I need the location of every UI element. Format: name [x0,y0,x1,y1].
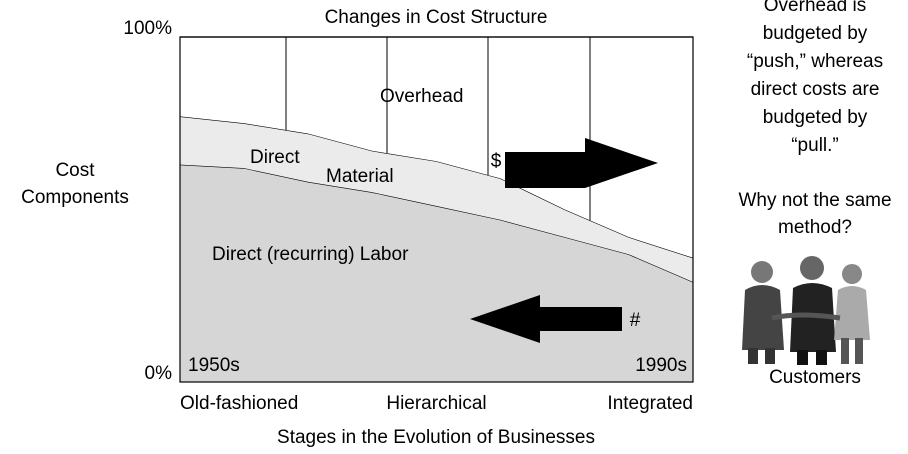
note-line: budgeted by [763,107,868,128]
x-axis-label: Stages in the Evolution of Businesses [277,427,595,448]
y-axis-label: Cost [55,160,95,181]
x-tick-label: Integrated [607,393,693,414]
note-line: “push,” whereas [747,51,883,72]
y-tick-label: 0% [145,363,173,384]
push-symbol: $ [491,151,502,172]
note-question: method? [778,217,852,238]
overlay: $ # 1950s 1990s [188,138,687,376]
y-tick-label: 100% [123,18,172,39]
customers-image [742,256,870,365]
note-line: Overhead is [764,0,866,16]
note-line: “pull.” [791,135,839,156]
pull-arrow [470,295,622,343]
series-label: DirectMaterial [250,147,394,187]
pull-symbol: # [630,310,641,331]
series-label: Direct (recurring) Labor [212,244,409,265]
series-label: Overhead [380,86,463,107]
note-question: Why not the same [738,190,891,211]
plot-frame [179,36,694,383]
x-tick-label: Hierarchical [386,393,486,414]
area [180,116,693,282]
area [180,37,693,258]
x-tick-label: Old-fashioned [180,393,298,414]
note-line: budgeted by [763,23,868,44]
end-label: 1990s [635,355,687,376]
start-label: 1950s [188,355,240,376]
chart-title: Changes in Cost Structure [325,7,548,28]
image-caption: Customers [769,367,861,388]
note-line: direct costs are [751,79,880,100]
push-arrow [505,138,658,188]
y-axis-label: Components [21,187,129,208]
